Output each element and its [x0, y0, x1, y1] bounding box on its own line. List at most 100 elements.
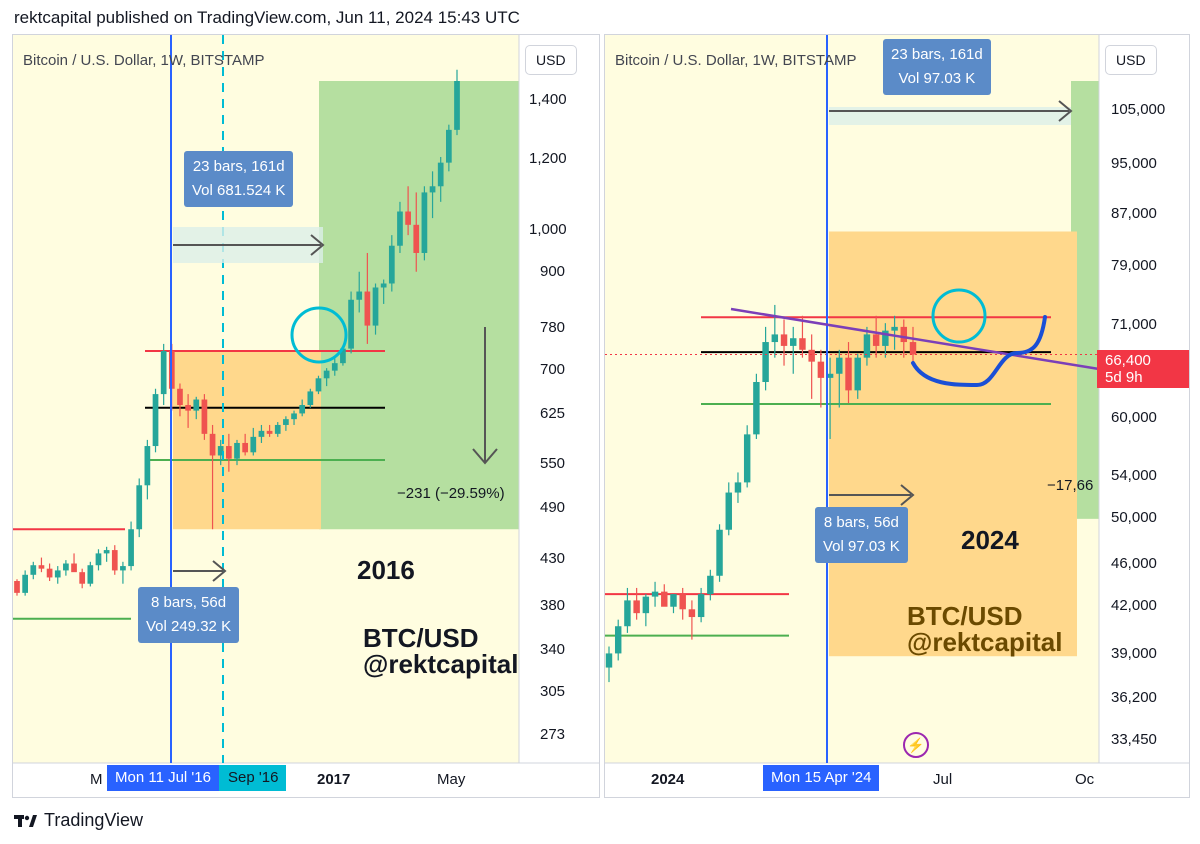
candle-body: [242, 442, 248, 453]
candle-body: [315, 378, 322, 392]
candle-body: [429, 186, 436, 193]
footer-brand: TradingView: [14, 810, 143, 831]
candle-body: [380, 283, 387, 288]
candle-body: [152, 394, 159, 447]
candle-body: [734, 482, 742, 493]
price-tick: 780: [540, 319, 566, 336]
year-label: 2016: [357, 555, 415, 585]
candle-body: [799, 338, 806, 350]
range-info-upper: 23 bars, 161d Vol 97.03 K: [883, 39, 991, 95]
candle-body: [624, 600, 631, 627]
candle-body: [743, 434, 751, 483]
candle-body: [364, 291, 371, 326]
candle-body: [661, 591, 668, 607]
candle-body: [136, 485, 143, 530]
candle-body: [185, 405, 191, 411]
price-tick: 87,000: [1111, 205, 1157, 222]
candle-body: [283, 419, 289, 425]
range-arrow-lower: [829, 484, 915, 506]
chart-canvas-2016[interactable]: [13, 35, 600, 798]
candle-body: [95, 553, 102, 566]
currency-button[interactable]: USD: [525, 45, 577, 75]
candle-body: [697, 594, 705, 618]
candle-body: [372, 287, 379, 326]
price-tick: 50,000: [1111, 509, 1157, 526]
candle-body: [909, 342, 917, 355]
price-tick: 54,000: [1111, 467, 1157, 484]
candle-body: [826, 373, 834, 378]
brand-watermark: BTC/USD @rektcapital: [907, 601, 1063, 657]
candle-body: [111, 550, 118, 571]
candle-body: [817, 361, 825, 378]
candle-body: [405, 211, 411, 225]
candle-body: [771, 334, 779, 343]
candle-body: [87, 565, 94, 584]
candle-body: [651, 591, 659, 597]
candle-body: [323, 370, 330, 379]
price-tick: 95,000: [1111, 155, 1157, 172]
candle-body: [54, 570, 61, 578]
chart-canvas-2024[interactable]: [605, 35, 1190, 798]
candle-body: [274, 424, 281, 434]
candle-body: [836, 357, 843, 374]
candle-body: [226, 446, 232, 459]
candle-body: [421, 192, 428, 253]
price-tick: 380: [540, 597, 566, 614]
candle-body: [160, 351, 167, 395]
date-badge-primary: Mon 15 Apr '24: [763, 765, 880, 791]
candle-body: [872, 334, 880, 346]
price-tick: 1,400: [529, 91, 567, 108]
current-price-label: 66,400 5d 9h: [1097, 350, 1189, 388]
candle-body: [103, 550, 110, 554]
candle-body: [882, 330, 889, 346]
candle-body: [291, 413, 297, 420]
candle-body: [716, 529, 723, 576]
range-highlight: [829, 107, 1071, 125]
highlight-circle: [931, 288, 987, 344]
highlight-circle: [290, 306, 348, 364]
candle-body: [209, 433, 216, 456]
price-tick: 1,000: [529, 221, 567, 238]
candle-body: [177, 388, 183, 406]
chart-pane-2024[interactable]: Bitcoin / U.S. Dollar, 1W, BITSTAMP USD …: [604, 34, 1190, 798]
candle-body: [863, 334, 871, 358]
price-tick: 60,000: [1111, 409, 1157, 426]
candle-body: [388, 245, 395, 284]
candle-body: [128, 529, 134, 567]
candle-body: [437, 162, 444, 187]
candle-body: [605, 653, 613, 668]
candle-body: [854, 357, 861, 391]
time-tick-partial: M: [90, 771, 103, 788]
trendline: [730, 307, 1100, 371]
candle-body: [307, 391, 314, 406]
candle-body: [633, 600, 640, 614]
candle-body: [14, 581, 20, 593]
price-tick: 625: [540, 405, 566, 422]
candle-body: [217, 446, 224, 456]
candle-body: [891, 326, 898, 331]
range-info-lower: 8 bars, 56d Vol 97.03 K: [815, 507, 908, 563]
candle-body: [234, 442, 240, 459]
range-arrow-upper: [173, 234, 325, 256]
candle-body: [193, 399, 200, 411]
candle-body: [348, 299, 354, 349]
candle-body: [46, 568, 53, 578]
measure-label-partial: −17,66: [1047, 477, 1094, 494]
candle-body: [707, 575, 714, 595]
candle-body: [340, 348, 346, 364]
measure-arrow: [472, 327, 498, 465]
published-header: rektcapital published on TradingView.com…: [14, 8, 520, 27]
currency-button[interactable]: USD: [1105, 45, 1157, 75]
time-tick-month-partial: Oc: [1075, 771, 1095, 788]
candle-body: [22, 574, 28, 593]
lightning-icon[interactable]: ⚡: [903, 732, 929, 758]
candle-body: [356, 291, 363, 300]
candle-body: [679, 594, 686, 610]
candle-body: [642, 596, 650, 614]
candle-body: [725, 492, 732, 530]
candle-body: [201, 399, 208, 434]
chart-pane-2016[interactable]: Bitcoin / U.S. Dollar, 1W, BITSTAMP USD …: [12, 34, 600, 798]
price-tick: 490: [540, 499, 566, 516]
time-tick-month: Jul: [933, 771, 953, 788]
price-tick: 1,200: [529, 150, 567, 167]
